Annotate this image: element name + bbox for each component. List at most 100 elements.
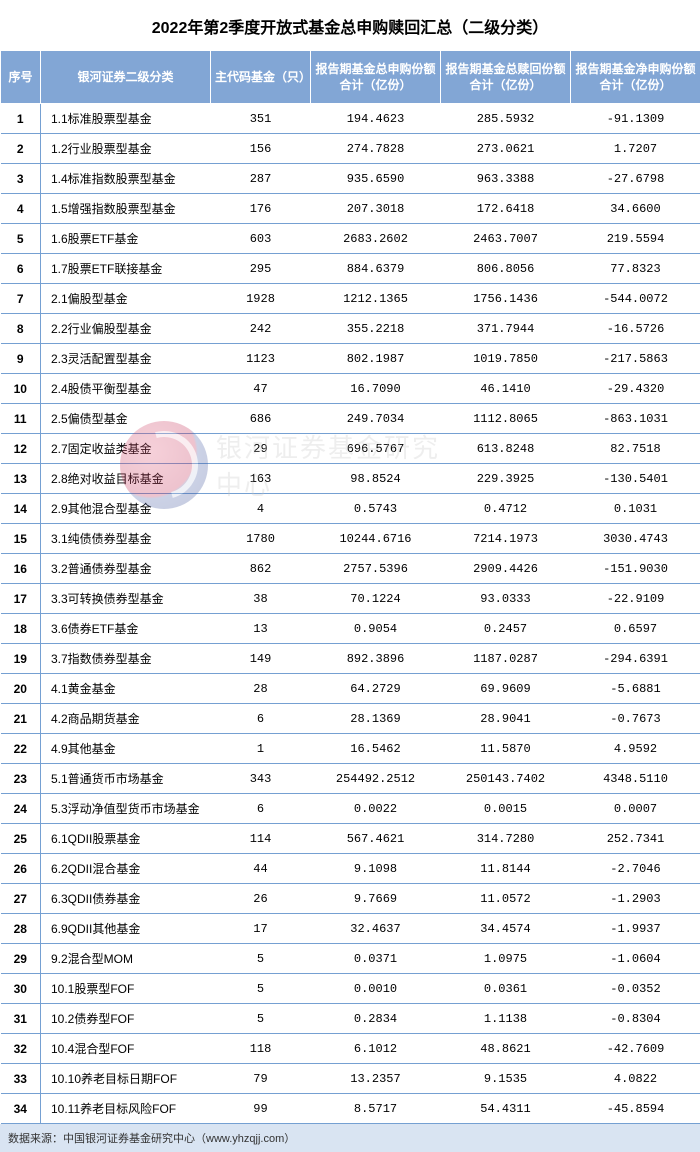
cell-redemption: 9.1535 xyxy=(441,1064,571,1094)
cell-subscription: 2757.5396 xyxy=(311,554,441,584)
col-fund-count: 主代码基金（只） xyxy=(211,51,311,104)
cell-subscription: 0.9054 xyxy=(311,614,441,644)
cell-fund-count: 4 xyxy=(211,494,311,524)
cell-redemption: 285.5932 xyxy=(441,104,571,134)
cell-net: -45.8594 xyxy=(571,1094,700,1124)
cell-subscription: 28.1369 xyxy=(311,704,441,734)
cell-fund-count: 44 xyxy=(211,854,311,884)
cell-net: -22.9109 xyxy=(571,584,700,614)
table-row: 286.9QDII其他基金1732.463734.4574-1.9937 xyxy=(1,914,700,944)
table-row: 3110.2债券型FOF50.28341.1138-0.8304 xyxy=(1,1004,700,1034)
cell-category: 3.2普通债券型基金 xyxy=(41,554,211,584)
cell-index: 9 xyxy=(1,344,41,374)
cell-fund-count: 1780 xyxy=(211,524,311,554)
table-row: 3210.4混合型FOF1186.101248.8621-42.7609 xyxy=(1,1034,700,1064)
cell-net: 4.9592 xyxy=(571,734,700,764)
cell-index: 11 xyxy=(1,404,41,434)
cell-redemption: 11.8144 xyxy=(441,854,571,884)
table-row: 61.7股票ETF联接基金295884.6379806.805677.8323 xyxy=(1,254,700,284)
cell-index: 15 xyxy=(1,524,41,554)
cell-redemption: 34.4574 xyxy=(441,914,571,944)
cell-net: 0.1031 xyxy=(571,494,700,524)
cell-redemption: 1112.8065 xyxy=(441,404,571,434)
table-row: 102.4股债平衡型基金4716.709046.1410-29.4320 xyxy=(1,374,700,404)
cell-subscription: 70.1224 xyxy=(311,584,441,614)
cell-index: 34 xyxy=(1,1094,41,1124)
cell-redemption: 54.4311 xyxy=(441,1094,571,1124)
cell-subscription: 13.2357 xyxy=(311,1064,441,1094)
cell-redemption: 273.0621 xyxy=(441,134,571,164)
cell-net: -544.0072 xyxy=(571,284,700,314)
cell-index: 19 xyxy=(1,644,41,674)
cell-fund-count: 28 xyxy=(211,674,311,704)
cell-redemption: 69.9609 xyxy=(441,674,571,704)
cell-net: -217.5863 xyxy=(571,344,700,374)
cell-index: 29 xyxy=(1,944,41,974)
table-row: 3410.11养老目标风险FOF998.571754.4311-45.8594 xyxy=(1,1094,700,1124)
cell-fund-count: 99 xyxy=(211,1094,311,1124)
table-row: 3310.10养老目标日期FOF7913.23579.15354.0822 xyxy=(1,1064,700,1094)
cell-net: -27.6798 xyxy=(571,164,700,194)
cell-index: 31 xyxy=(1,1004,41,1034)
cell-fund-count: 26 xyxy=(211,884,311,914)
table-header: 序号 银河证券二级分类 主代码基金（只） 报告期基金总申购份额合计（亿份） 报告… xyxy=(1,51,700,104)
cell-category: 9.2混合型MOM xyxy=(41,944,211,974)
cell-net: -0.7673 xyxy=(571,704,700,734)
cell-category: 6.3QDII债券基金 xyxy=(41,884,211,914)
cell-category: 3.1纯债债券型基金 xyxy=(41,524,211,554)
cell-subscription: 0.2834 xyxy=(311,1004,441,1034)
cell-redemption: 172.6418 xyxy=(441,194,571,224)
cell-net: -2.7046 xyxy=(571,854,700,884)
cell-category: 2.8绝对收益目标基金 xyxy=(41,464,211,494)
table-row: 256.1QDII股票基金114567.4621314.7280252.7341 xyxy=(1,824,700,854)
cell-fund-count: 6 xyxy=(211,704,311,734)
cell-index: 25 xyxy=(1,824,41,854)
cell-category: 10.2债券型FOF xyxy=(41,1004,211,1034)
cell-fund-count: 13 xyxy=(211,614,311,644)
cell-subscription: 16.7090 xyxy=(311,374,441,404)
cell-net: 252.7341 xyxy=(571,824,700,854)
cell-category: 10.10养老目标日期FOF xyxy=(41,1064,211,1094)
cell-index: 6 xyxy=(1,254,41,284)
cell-net: -16.5726 xyxy=(571,314,700,344)
cell-fund-count: 79 xyxy=(211,1064,311,1094)
cell-net: -1.9937 xyxy=(571,914,700,944)
cell-fund-count: 242 xyxy=(211,314,311,344)
table-row: 163.2普通债券型基金8622757.53962909.4426-151.90… xyxy=(1,554,700,584)
table-row: 3010.1股票型FOF50.00100.0361-0.0352 xyxy=(1,974,700,1004)
cell-subscription: 0.5743 xyxy=(311,494,441,524)
cell-fund-count: 6 xyxy=(211,794,311,824)
cell-fund-count: 17 xyxy=(211,914,311,944)
cell-subscription: 8.5717 xyxy=(311,1094,441,1124)
cell-index: 18 xyxy=(1,614,41,644)
cell-redemption: 28.9041 xyxy=(441,704,571,734)
cell-subscription: 32.4637 xyxy=(311,914,441,944)
cell-redemption: 0.4712 xyxy=(441,494,571,524)
table-row: 214.2商品期货基金628.136928.9041-0.7673 xyxy=(1,704,700,734)
cell-subscription: 64.2729 xyxy=(311,674,441,704)
cell-index: 8 xyxy=(1,314,41,344)
cell-category: 3.6债券ETF基金 xyxy=(41,614,211,644)
cell-index: 13 xyxy=(1,464,41,494)
cell-fund-count: 5 xyxy=(211,944,311,974)
cell-subscription: 696.5767 xyxy=(311,434,441,464)
cell-net: 219.5594 xyxy=(571,224,700,254)
cell-redemption: 1.1138 xyxy=(441,1004,571,1034)
fund-summary-table: 序号 银河证券二级分类 主代码基金（只） 报告期基金总申购份额合计（亿份） 报告… xyxy=(0,50,700,1124)
cell-redemption: 963.3388 xyxy=(441,164,571,194)
cell-redemption: 2463.7007 xyxy=(441,224,571,254)
cell-redemption: 371.7944 xyxy=(441,314,571,344)
cell-subscription: 2683.2602 xyxy=(311,224,441,254)
cell-subscription: 274.7828 xyxy=(311,134,441,164)
cell-subscription: 194.4623 xyxy=(311,104,441,134)
cell-net: -0.0352 xyxy=(571,974,700,1004)
cell-category: 2.5偏债型基金 xyxy=(41,404,211,434)
cell-category: 5.3浮动净值型货币市场基金 xyxy=(41,794,211,824)
cell-category: 2.1偏股型基金 xyxy=(41,284,211,314)
cell-net: -1.0604 xyxy=(571,944,700,974)
cell-index: 2 xyxy=(1,134,41,164)
cell-category: 4.9其他基金 xyxy=(41,734,211,764)
col-net: 报告期基金净申购份额合计（亿份） xyxy=(571,51,700,104)
cell-redemption: 1756.1436 xyxy=(441,284,571,314)
cell-index: 1 xyxy=(1,104,41,134)
